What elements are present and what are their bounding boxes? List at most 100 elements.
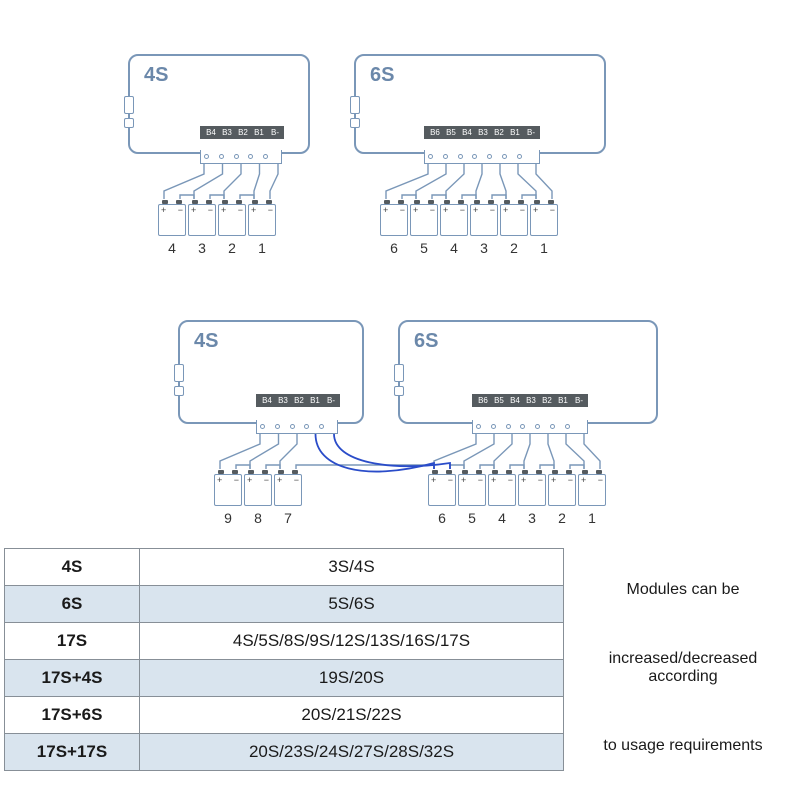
battery-cell: +− — [470, 204, 498, 236]
cell-number: 3 — [188, 240, 216, 256]
pin-label: B2 — [292, 395, 306, 406]
table-row: 4S3S/4S — [5, 549, 564, 586]
battery-cell: +− — [380, 204, 408, 236]
bms-module-bot_6s: 6S — [398, 320, 658, 424]
pin-label: B3 — [276, 395, 290, 406]
pin-label: B6 — [476, 395, 490, 406]
pin-bar: B-B1B2B3B4 — [256, 394, 340, 407]
cell-number: 8 — [244, 510, 272, 526]
pin-label: B2 — [540, 395, 554, 406]
pin-dots — [428, 154, 522, 159]
cell-number: 2 — [500, 240, 528, 256]
options-cell: 20S/21S/22S — [140, 697, 564, 734]
battery-cell: +− — [214, 474, 242, 506]
cell-number: 6 — [428, 510, 456, 526]
pin-dots — [476, 424, 570, 429]
note-line: Modules can be — [574, 581, 792, 599]
pin-label: B1 — [508, 127, 522, 138]
cell-number: 1 — [578, 510, 606, 526]
table-row: 17S+17S20S/23S/24S/27S/28S/32S — [5, 734, 564, 771]
pin-label: B3 — [220, 127, 234, 138]
note-line: to usage requirements — [574, 737, 792, 755]
cell-number: 4 — [488, 510, 516, 526]
module-label: 6S — [370, 64, 394, 87]
cell-number: 7 — [274, 510, 302, 526]
module-cell: 17S+6S — [5, 697, 140, 734]
battery-cell: +− — [440, 204, 468, 236]
pin-label: B- — [572, 395, 586, 406]
battery-cell: +− — [410, 204, 438, 236]
cell-number: 2 — [218, 240, 246, 256]
cell-number: 1 — [248, 240, 276, 256]
config-table-area: 4S3S/4S6S5S/6S17S4S/5S/8S/9S/12S/13S/16S… — [0, 548, 800, 800]
pin-label: B- — [524, 127, 538, 138]
pin-label: B4 — [204, 127, 218, 138]
pin-label: B4 — [460, 127, 474, 138]
table-row: 17S+4S19S/20S — [5, 660, 564, 697]
battery-cell: +− — [158, 204, 186, 236]
pin-label: B3 — [476, 127, 490, 138]
module-label: 4S — [144, 64, 168, 87]
battery-cell: +− — [488, 474, 516, 506]
battery-cell: +− — [188, 204, 216, 236]
cell-number: 1 — [530, 240, 558, 256]
pin-bar: B-B1B2B3B4 — [200, 126, 284, 139]
cell-numbers: 1234 — [158, 240, 276, 256]
cell-number: 4 — [158, 240, 186, 256]
cell-number: 3 — [470, 240, 498, 256]
cell-numbers: 123456 — [428, 510, 606, 526]
pin-label: B2 — [492, 127, 506, 138]
wiring-diagrams: 4SB-B1B2B3B4+−+−+−+−12346SB-B1B2B3B4B5B6… — [0, 0, 800, 548]
pin-label: B1 — [556, 395, 570, 406]
ext-port — [350, 96, 360, 114]
ext-port — [124, 118, 134, 128]
battery-cell: +− — [248, 204, 276, 236]
pin-label: B6 — [428, 127, 442, 138]
ext-port — [174, 364, 184, 382]
bms-module-bot_4s: 4S — [178, 320, 364, 424]
battery-cell: +− — [530, 204, 558, 236]
module-cell: 17S+17S — [5, 734, 140, 771]
module-cell: 4S — [5, 549, 140, 586]
options-cell: 4S/5S/8S/9S/12S/13S/16S/17S — [140, 623, 564, 660]
pin-label: B2 — [236, 127, 250, 138]
cell-number: 5 — [458, 510, 486, 526]
pin-label: B5 — [492, 395, 506, 406]
battery-cell: +− — [578, 474, 606, 506]
battery-cell: +− — [518, 474, 546, 506]
ext-port — [394, 364, 404, 382]
pin-label: B4 — [260, 395, 274, 406]
battery-cell: +− — [428, 474, 456, 506]
options-cell: 3S/4S — [140, 549, 564, 586]
cell-numbers: 123456 — [380, 240, 558, 256]
module-label: 4S — [194, 330, 218, 353]
pin-dots — [204, 154, 268, 159]
table-row: 17S4S/5S/8S/9S/12S/13S/16S/17S — [5, 623, 564, 660]
cell-number: 5 — [410, 240, 438, 256]
pin-bar: B-B1B2B3B4B5B6 — [472, 394, 588, 407]
pin-bar: B-B1B2B3B4B5B6 — [424, 126, 540, 139]
pin-label: B3 — [524, 395, 538, 406]
cell-numbers: 789 — [214, 510, 302, 526]
note-line: increased/decreased according — [574, 650, 792, 686]
ext-port — [124, 96, 134, 114]
cell-number: 3 — [518, 510, 546, 526]
cell-number: 4 — [440, 240, 468, 256]
pin-label: B5 — [444, 127, 458, 138]
options-cell: 19S/20S — [140, 660, 564, 697]
module-label: 6S — [414, 330, 438, 353]
bms-module-top_4s: 4S — [128, 54, 310, 154]
pin-label: B1 — [252, 127, 266, 138]
battery-cell: +− — [274, 474, 302, 506]
battery-cell: +− — [500, 204, 528, 236]
pin-label: B4 — [508, 395, 522, 406]
usage-note: Modules can be increased/decreased accor… — [574, 548, 792, 788]
cell-number: 6 — [380, 240, 408, 256]
cell-number: 9 — [214, 510, 242, 526]
battery-cells: +−+−+−+−+−+− — [380, 204, 558, 236]
battery-cells: +−+−+− — [214, 474, 302, 506]
cell-number: 2 — [548, 510, 576, 526]
ext-port — [394, 386, 404, 396]
module-cell: 17S — [5, 623, 140, 660]
table-row: 17S+6S20S/21S/22S — [5, 697, 564, 734]
